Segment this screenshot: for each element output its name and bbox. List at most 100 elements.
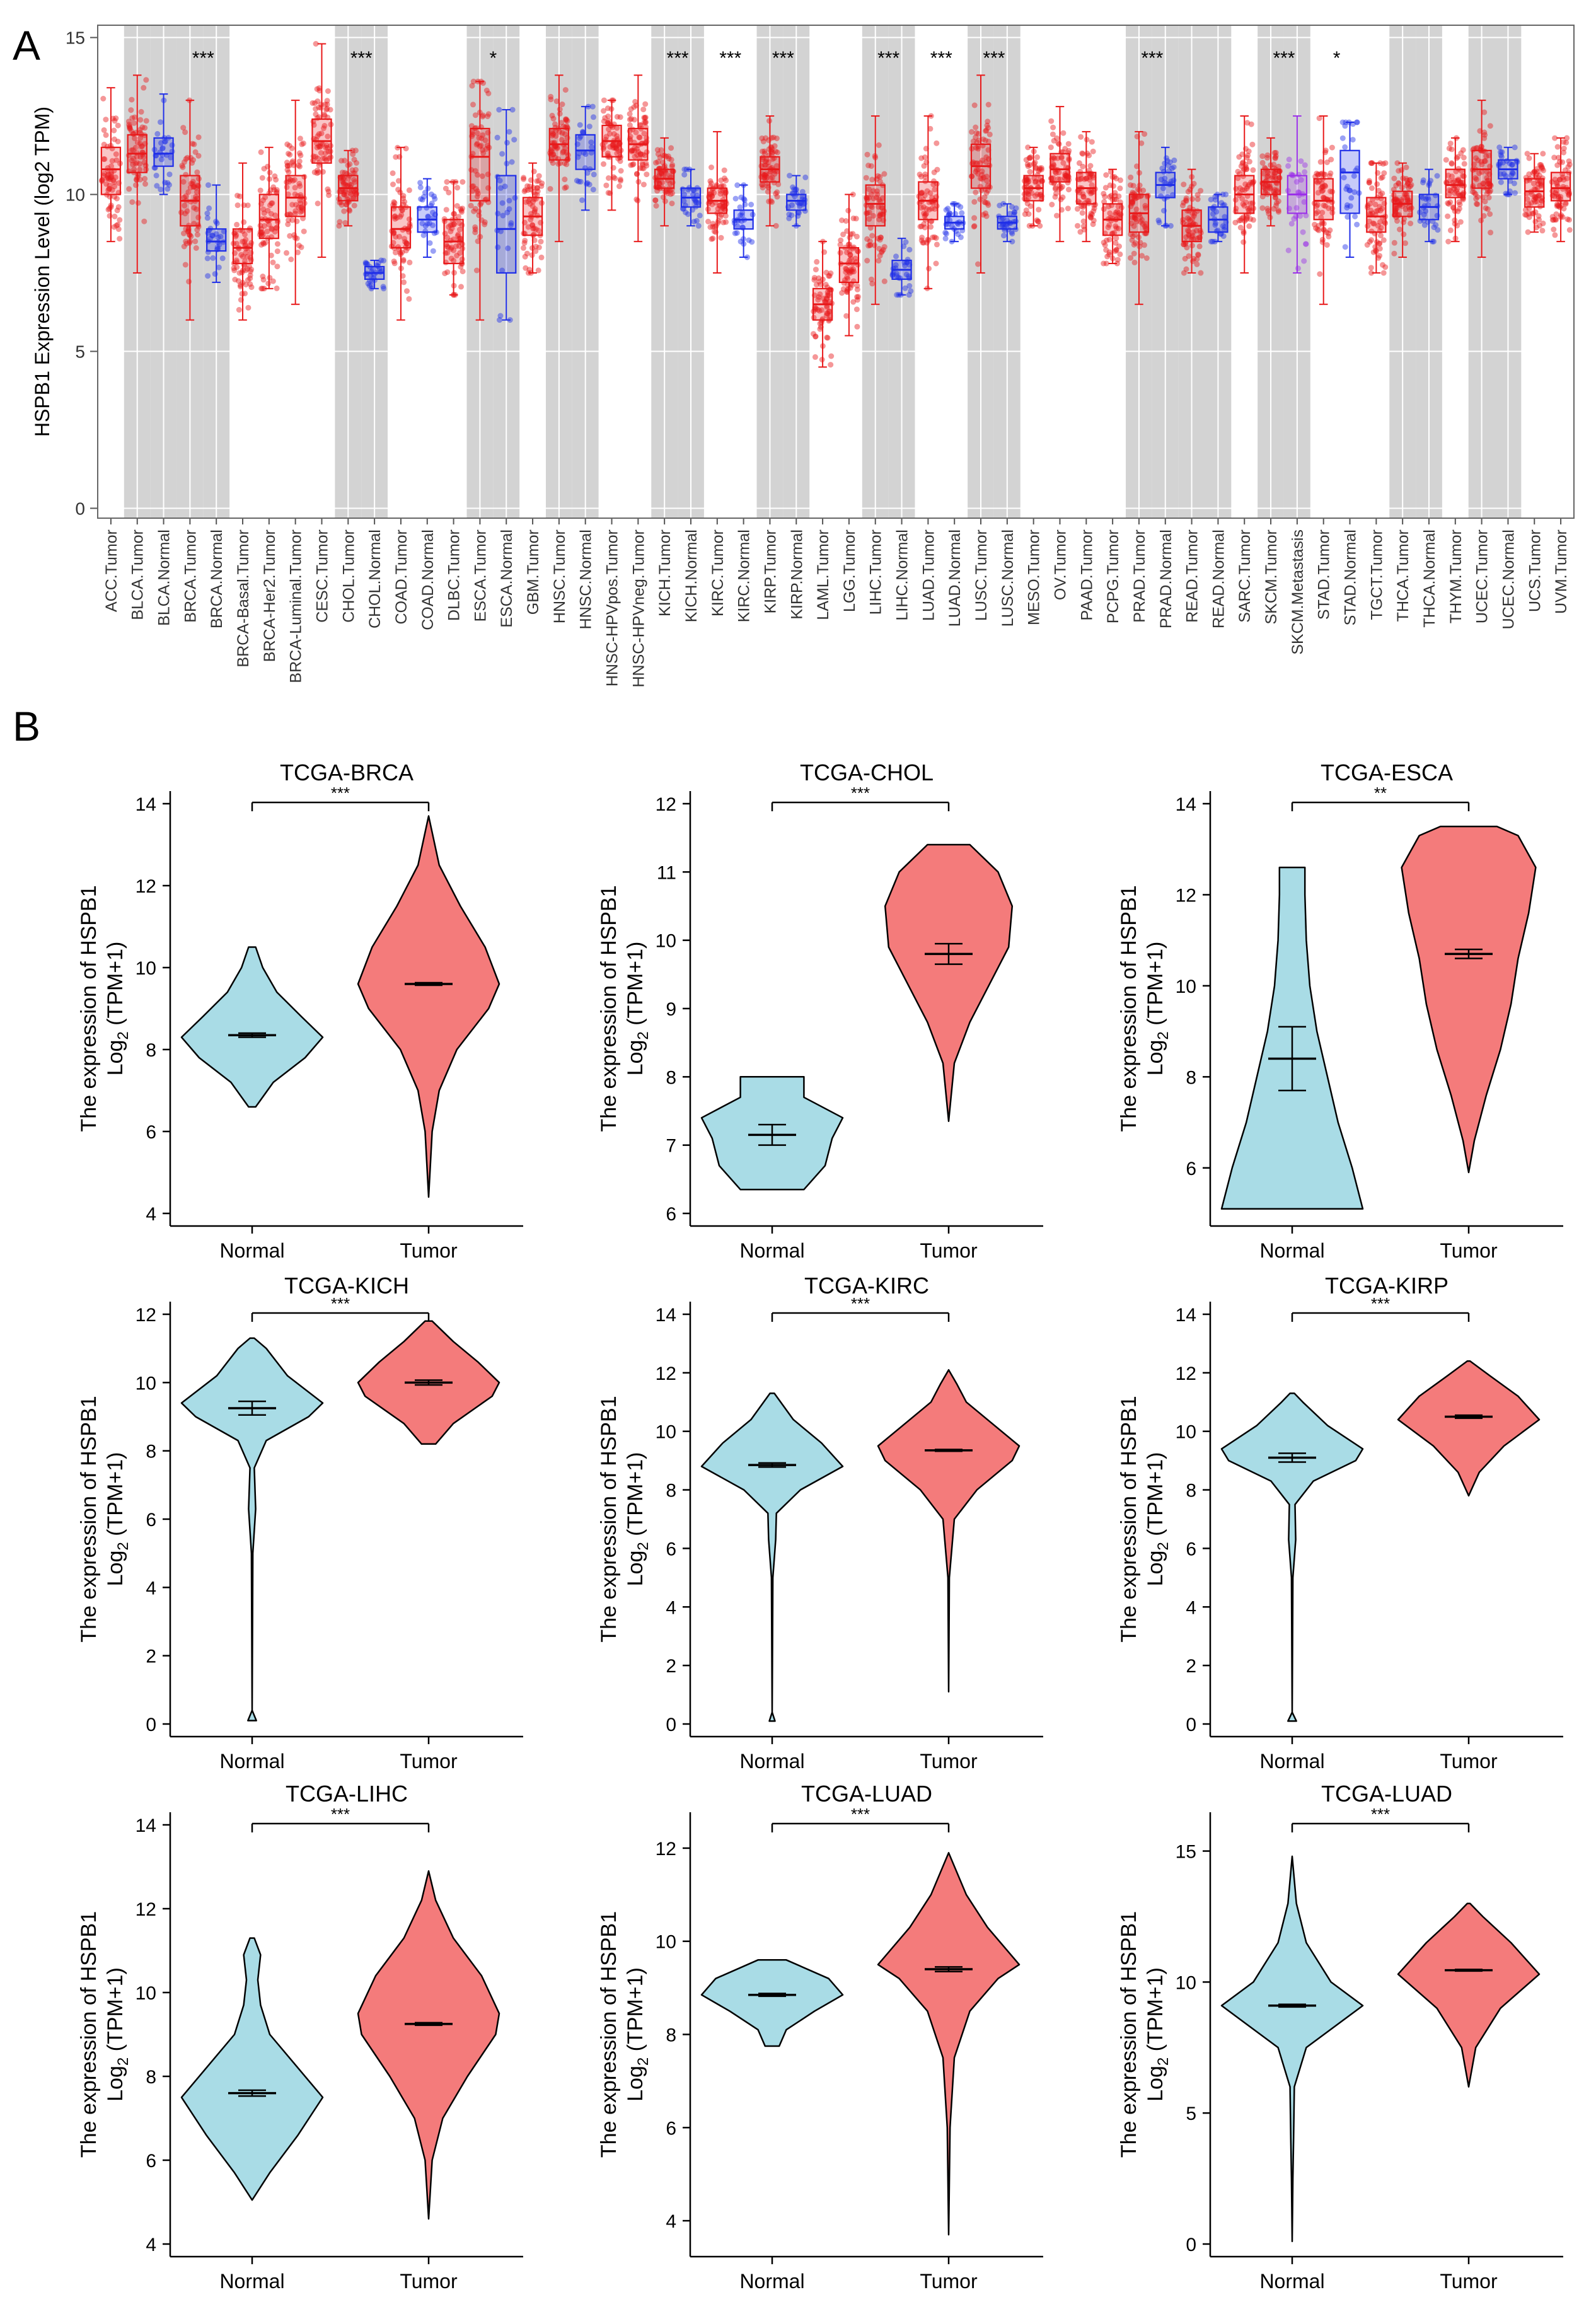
y-axis-label-units: (TPM+1)	[623, 1967, 647, 2057]
data-point	[1302, 169, 1308, 175]
data-point	[244, 266, 250, 272]
x-category-label: CHOL.Tumor	[340, 529, 357, 623]
data-point	[1402, 240, 1408, 246]
data-point	[863, 175, 869, 181]
data-point	[1557, 204, 1563, 211]
data-point	[1181, 182, 1187, 188]
violin-chart-title: TCGA-ESCA	[1321, 760, 1453, 785]
data-point	[496, 107, 502, 113]
data-point	[269, 226, 275, 233]
data-point	[181, 195, 187, 200]
y-tick-label: 2	[146, 1646, 156, 1667]
data-point	[1339, 135, 1346, 141]
data-point	[326, 192, 332, 199]
x-category-label: HNSC-HPVneg.Tumor	[630, 529, 647, 688]
data-point	[1537, 162, 1543, 168]
x-category-label: BRCA-Her2.Tumor	[261, 529, 279, 662]
data-point	[1434, 173, 1440, 179]
data-point	[957, 234, 964, 240]
data-point	[1101, 260, 1107, 267]
data-point	[403, 247, 409, 253]
data-point	[1445, 238, 1452, 245]
data-point	[298, 204, 304, 211]
data-point	[1285, 163, 1292, 169]
data-point	[1181, 199, 1187, 205]
data-point	[181, 243, 187, 250]
data-point	[1391, 240, 1397, 246]
x-category-label: STAD.Tumor	[1316, 529, 1333, 620]
data-point	[843, 313, 850, 319]
data-point	[1379, 190, 1385, 197]
data-point	[298, 200, 304, 206]
y-axis-label: The expression of HSPB1 Log2 (TPM+1)	[1117, 885, 1172, 1131]
x-category-label: OV.Tumor	[1051, 529, 1069, 600]
y-axis-label-line1: The expression of HSPB1	[1117, 885, 1141, 1131]
significance-label: ***	[772, 48, 794, 69]
box-group	[178, 97, 202, 321]
x-category-label: UCS.Tumor	[1526, 529, 1544, 612]
y-tick-label: 8	[146, 1040, 156, 1061]
data-point	[298, 204, 304, 211]
data-point	[881, 278, 888, 284]
data-point	[130, 155, 136, 161]
data-point	[352, 179, 358, 185]
data-point	[126, 122, 132, 128]
data-point	[158, 140, 164, 146]
data-point	[233, 257, 240, 263]
y-axis-label-units: (TPM+1)	[103, 1967, 127, 2057]
data-point	[816, 279, 823, 285]
x-category-label: Normal	[219, 2270, 284, 2293]
data-point	[243, 250, 249, 256]
y-tick-label: 14	[656, 1305, 676, 1326]
data-point	[562, 87, 569, 93]
data-point	[906, 283, 913, 289]
y-tick-label: 2	[1186, 1656, 1196, 1677]
data-point	[1525, 229, 1531, 235]
data-point	[342, 188, 349, 194]
data-point	[321, 123, 328, 129]
data-point	[343, 201, 349, 207]
data-point	[812, 354, 818, 360]
data-point	[1075, 223, 1080, 229]
data-point	[824, 335, 831, 341]
box	[1524, 178, 1545, 208]
x-category-label: READ.Normal	[1210, 529, 1227, 628]
y-axis-label-units: (TPM+1)	[103, 1452, 127, 1542]
box	[1366, 197, 1387, 233]
data-point	[876, 246, 882, 252]
y-axis-label-units: (TPM+1)	[623, 1452, 647, 1542]
data-point	[259, 229, 265, 235]
data-point	[1034, 154, 1040, 160]
data-point	[242, 258, 248, 264]
data-point	[1104, 253, 1111, 260]
data-point	[182, 129, 188, 136]
data-point	[1182, 255, 1188, 262]
data-point	[1298, 158, 1304, 165]
data-point	[182, 262, 188, 268]
box-group	[309, 41, 334, 258]
data-point	[165, 180, 171, 186]
data-point	[564, 118, 570, 124]
y-axis-label-subscript: 2	[1155, 2057, 1172, 2066]
data-point	[245, 304, 252, 311]
data-point	[209, 233, 216, 239]
data-point	[499, 151, 506, 157]
data-point	[628, 116, 634, 122]
data-point	[101, 127, 107, 133]
data-point	[1079, 210, 1085, 216]
data-point	[153, 173, 159, 178]
x-category-label: STAD.Normal	[1342, 529, 1360, 625]
violin-shape	[180, 1337, 324, 1721]
data-point	[292, 211, 298, 217]
data-point	[1275, 209, 1281, 215]
data-point	[1354, 221, 1360, 228]
data-point	[1317, 159, 1324, 165]
data-point	[137, 117, 144, 123]
data-point	[259, 286, 265, 292]
data-point	[1524, 212, 1530, 218]
data-point	[246, 263, 252, 270]
data-point	[216, 264, 222, 270]
data-point	[141, 84, 147, 91]
